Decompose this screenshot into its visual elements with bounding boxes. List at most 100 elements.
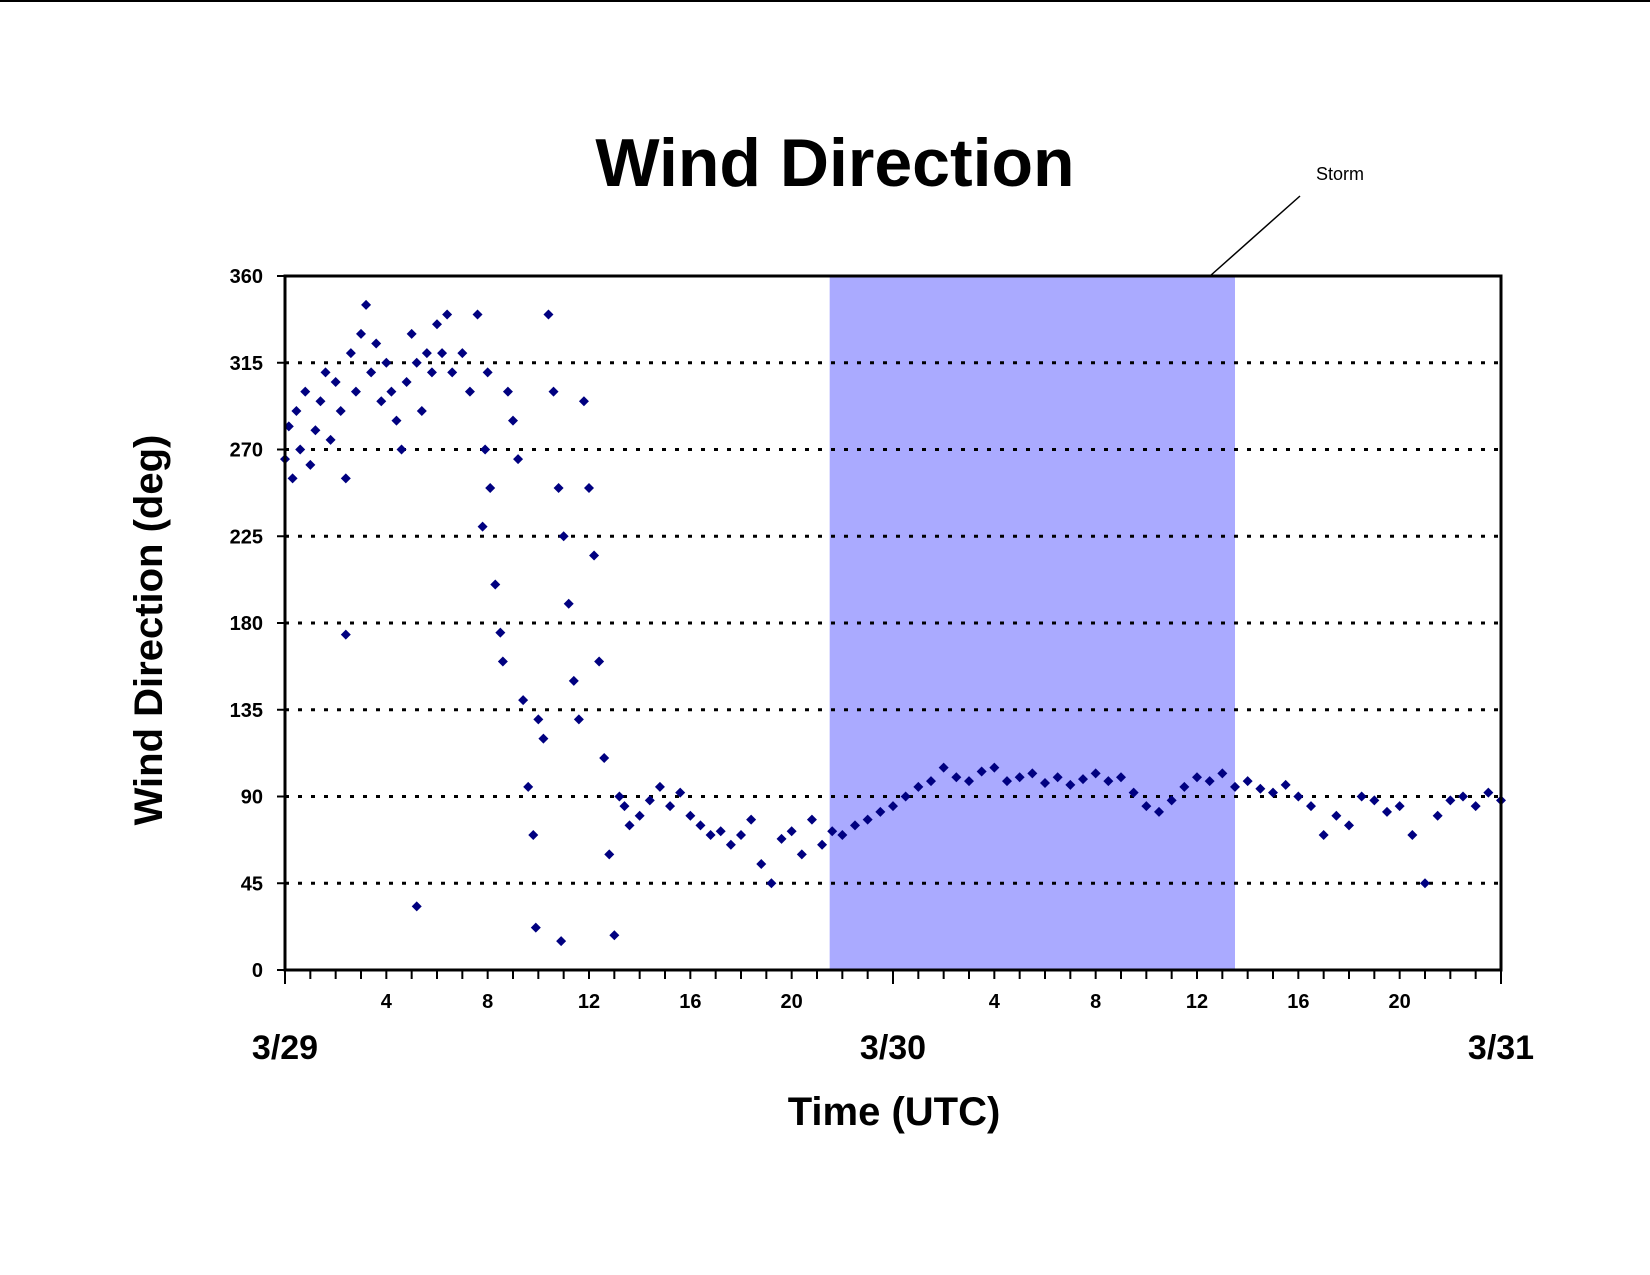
data-point: [604, 849, 615, 860]
data-point: [335, 405, 346, 416]
data-point: [482, 367, 493, 378]
data-point: [345, 348, 356, 359]
data-point: [1179, 781, 1190, 792]
data-point: [614, 791, 625, 802]
data-point: [766, 878, 777, 889]
data-point: [1268, 787, 1278, 798]
day-label: 3/30: [860, 1029, 926, 1067]
data-point: [1318, 830, 1329, 841]
data-point: [989, 762, 1000, 773]
data-point: [644, 795, 655, 806]
data-point: [624, 820, 635, 831]
y-tick-label: 270: [230, 440, 263, 462]
y-axis-ticks: 0 45 90 135 180 225 270 315 360: [230, 266, 285, 982]
data-point: [411, 901, 422, 912]
data-point: [543, 309, 554, 320]
data-point: [817, 839, 828, 850]
data-point: [538, 733, 549, 744]
data-point: [609, 930, 620, 941]
data-point: [1458, 791, 1468, 802]
data-point: [432, 319, 442, 330]
data-point: [1166, 795, 1177, 806]
data-point: [796, 849, 807, 860]
data-point: [1040, 778, 1050, 789]
data-point: [746, 814, 757, 825]
data-point: [913, 781, 924, 792]
data-point: [340, 473, 351, 484]
data-point: [578, 396, 589, 407]
data-point: [396, 444, 407, 455]
data-point: [1344, 820, 1354, 831]
data-point: [291, 405, 302, 416]
data-point: [1255, 783, 1266, 794]
data-point: [1382, 806, 1392, 817]
data-point: [563, 598, 574, 609]
data-point: [320, 367, 331, 378]
y-tick-label: 0: [252, 960, 263, 982]
data-point: [725, 839, 736, 850]
data-point: [1420, 878, 1430, 889]
data-point: [776, 833, 787, 844]
x-tick-label: 12: [578, 991, 600, 1013]
data-point: [528, 830, 539, 841]
storm-band: [829, 276, 1235, 970]
data-point: [599, 752, 610, 763]
day-labels: 3/29 3/30 3/31: [252, 1029, 1534, 1067]
x-tick-label: 20: [781, 991, 803, 1013]
data-point: [888, 801, 898, 812]
data-point: [437, 348, 448, 359]
data-point: [508, 415, 518, 426]
data-point: [584, 483, 594, 494]
data-point: [376, 396, 387, 407]
data-point: [411, 357, 422, 368]
data-point: [827, 826, 838, 837]
data-point: [513, 454, 524, 465]
y-tick-label: 135: [230, 700, 263, 722]
y-tick-label: 360: [230, 266, 263, 288]
data-point: [1470, 801, 1481, 812]
data-point: [850, 820, 860, 831]
data-point: [495, 627, 506, 638]
data-point: [485, 483, 496, 494]
data-point: [558, 531, 569, 542]
data-point: [926, 776, 936, 787]
x-tick-label: 8: [482, 991, 493, 1013]
data-point: [1331, 810, 1342, 821]
data-point: [1002, 776, 1012, 787]
data-point: [1483, 787, 1494, 798]
data-point: [862, 814, 873, 825]
x-tick-label: 8: [1090, 991, 1101, 1013]
data-point: [756, 858, 767, 869]
data-point: [480, 444, 491, 455]
data-point: [1356, 791, 1367, 802]
data-point: [490, 579, 501, 590]
data-point: [634, 810, 645, 821]
data-point: [381, 357, 392, 368]
y-tick-label: 180: [230, 613, 263, 635]
data-point: [1394, 801, 1405, 812]
data-point: [619, 801, 630, 812]
data-point: [1432, 810, 1443, 821]
data-point: [1052, 772, 1063, 783]
data-point: [573, 714, 584, 725]
data-point: [715, 826, 726, 837]
data-point: [310, 425, 321, 436]
data-point: [447, 367, 458, 378]
chart-title: Wind Direction: [595, 125, 1074, 201]
data-point: [533, 714, 544, 725]
data-point: [477, 521, 488, 532]
day-label: 3/31: [1468, 1029, 1534, 1067]
data-point: [556, 936, 567, 947]
data-point: [426, 367, 437, 378]
data-point: [594, 656, 605, 667]
data-point: [371, 338, 382, 349]
data-point: [421, 348, 432, 359]
data-point: [300, 386, 311, 397]
y-axis-label: Wind Direction (deg): [127, 435, 171, 826]
data-point: [1014, 772, 1025, 783]
data-point: [366, 367, 377, 378]
data-point: [1280, 779, 1291, 790]
x-tick-label: 16: [679, 991, 701, 1013]
data-point: [523, 781, 534, 792]
